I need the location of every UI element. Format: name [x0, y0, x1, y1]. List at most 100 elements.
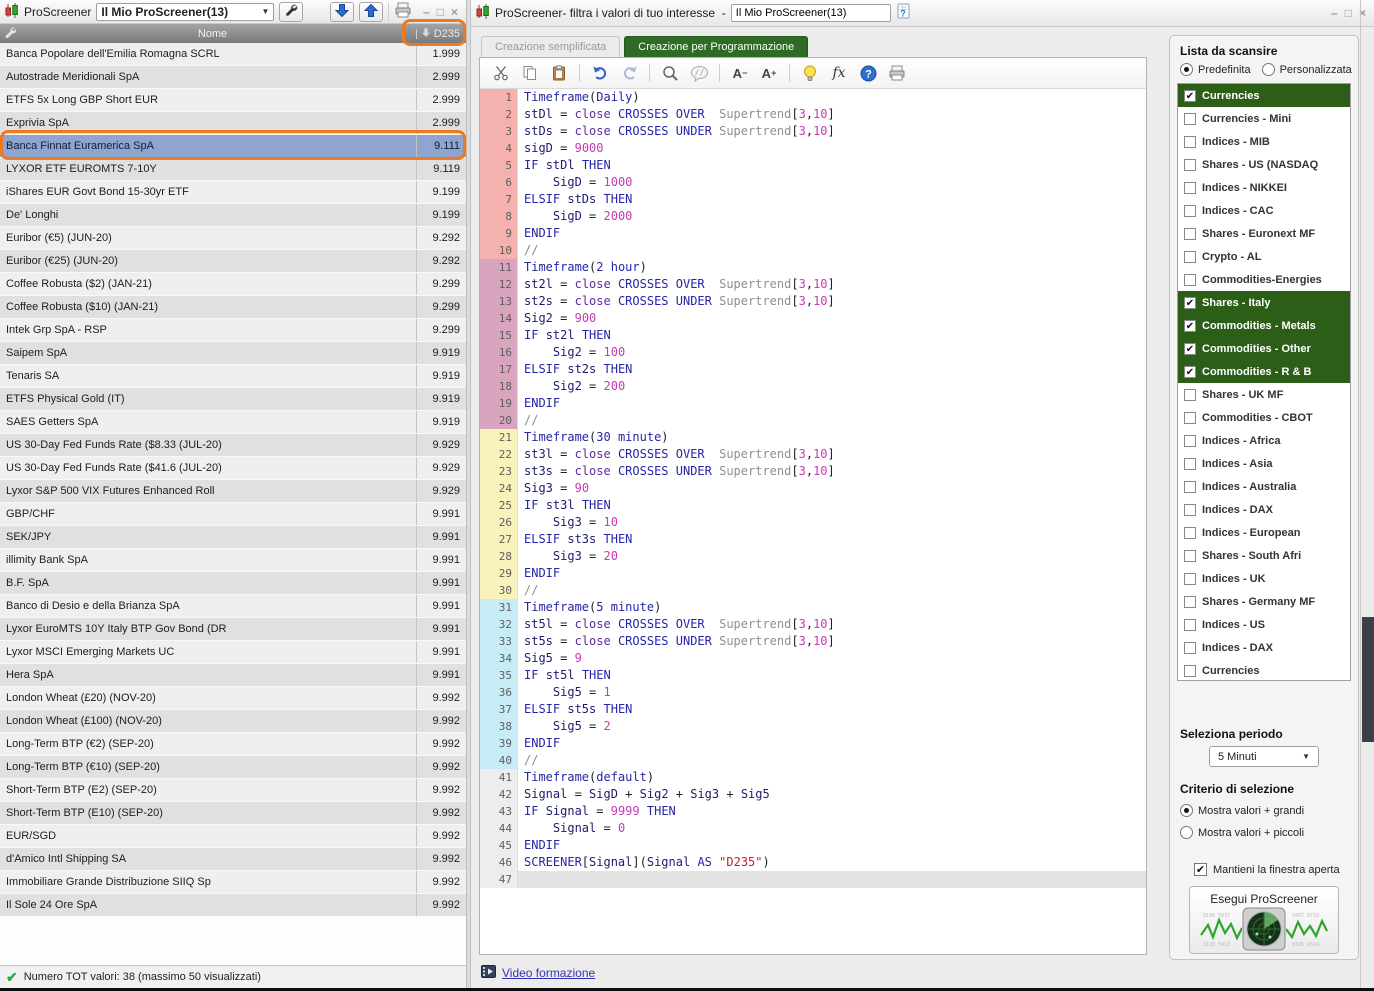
table-row[interactable]: illimity Bank SpA 9.991 — [0, 549, 466, 572]
table-row[interactable]: ETFS Physical Gold (IT) 9.919 — [0, 388, 466, 411]
checkbox-icon[interactable] — [1184, 618, 1196, 631]
code-line[interactable]: 41 Timeframe(default) — [480, 769, 1146, 786]
cut-icon[interactable] — [492, 64, 510, 82]
tab-creazione-semplificata[interactable]: Creazione semplificata — [481, 36, 621, 57]
font-decrease-icon[interactable]: A − — [732, 65, 748, 81]
table-row[interactable]: Banca Finnat Euramerica SpA 9.111 — [0, 135, 466, 158]
table-row[interactable]: Lyxor MSCI Emerging Markets UC 9.991 — [0, 641, 466, 664]
table-row[interactable]: GBP/CHF 9.991 — [0, 503, 466, 526]
market-list-item[interactable]: Indices - CAC — [1178, 199, 1350, 222]
checkbox-icon[interactable] — [1184, 457, 1196, 470]
radio-personalizzata[interactable]: Personalizzata — [1261, 63, 1352, 76]
search-icon[interactable] — [661, 64, 679, 82]
table-row[interactable]: Immobiliare Grande Distribuzione SIIQ Sp… — [0, 871, 466, 894]
comment-icon[interactable]: // — [690, 64, 708, 82]
code-line[interactable]: 7 ELSIF stDs THEN — [480, 191, 1146, 208]
table-row[interactable]: London Wheat (£20) (NOV-20) 9.992 — [0, 687, 466, 710]
table-row[interactable]: US 30-Day Fed Funds Rate ($41.6 (JUL-20)… — [0, 457, 466, 480]
radio-valori-grandi[interactable]: Mostra valori + grandi — [1180, 804, 1358, 817]
hint-lightbulb-icon[interactable] — [801, 64, 819, 82]
move-up-button[interactable] — [359, 1, 384, 22]
redo-icon[interactable] — [620, 64, 638, 82]
keep-window-open[interactable]: Mantieni la finestra aperta — [1194, 863, 1358, 876]
table-row[interactable]: EUR/SGD 9.992 — [0, 825, 466, 848]
code-line[interactable]: 47 — [480, 871, 1146, 888]
table-row[interactable]: Banca Popolare dell'Emilia Romagna SCRL 1… — [0, 43, 466, 66]
code-line[interactable]: 34 Sig5 = 9 — [480, 650, 1146, 667]
code-line[interactable]: 38 Sig5 = 2 — [480, 718, 1146, 735]
checkbox-icon[interactable] — [1184, 158, 1196, 171]
market-list-item[interactable]: Commodities-Energies — [1178, 268, 1350, 291]
table-row[interactable]: LYXOR ETF EUROMTS 7-10Y 9.119 — [0, 158, 466, 181]
checkbox-icon[interactable] — [1184, 549, 1196, 562]
print-icon[interactable] — [888, 64, 906, 82]
table-row[interactable]: London Wheat (£100) (NOV-20) 9.992 — [0, 710, 466, 733]
code-line[interactable]: 24 Sig3 = 90 — [480, 480, 1146, 497]
market-list-item[interactable]: Currencies — [1178, 84, 1350, 107]
checkbox-icon[interactable] — [1184, 181, 1196, 194]
period-select[interactable]: 5 Minuti ▼ — [1209, 746, 1319, 767]
code-line[interactable]: 10 // — [480, 242, 1146, 259]
code-line[interactable]: 14 Sig2 = 900 — [480, 310, 1146, 327]
column-header-d235[interactable]: D235 — [408, 26, 466, 41]
table-row[interactable]: d'Amico Intl Shipping SA 9.992 — [0, 848, 466, 871]
checkbox-icon[interactable] — [1184, 480, 1196, 493]
table-row[interactable]: Tenaris SA 9.919 — [0, 365, 466, 388]
undo-icon[interactable] — [591, 64, 609, 82]
checkbox-icon[interactable] — [1184, 503, 1196, 516]
code-line[interactable]: 31 Timeframe(5 minute) — [480, 599, 1146, 616]
market-list-item[interactable]: Commodities - Other — [1178, 337, 1350, 360]
checkbox-icon[interactable] — [1184, 526, 1196, 539]
radio-predefinita[interactable]: Predefinita — [1180, 63, 1251, 76]
code-line[interactable]: 20 // — [480, 412, 1146, 429]
table-row[interactable]: Long-Term BTP (€10) (SEP-20) 9.992 — [0, 756, 466, 779]
code-line[interactable]: 5 IF stDl THEN — [480, 157, 1146, 174]
code-line[interactable]: 30 // — [480, 582, 1146, 599]
code-line[interactable]: 27 ELSIF st3s THEN — [480, 531, 1146, 548]
table-row[interactable]: B.F. SpA 9.991 — [0, 572, 466, 595]
market-list-item[interactable]: Indices - DAX — [1178, 498, 1350, 521]
code-line[interactable]: 23 st3s = close CROSSES UNDER Supertrend[… — [480, 463, 1146, 480]
checkbox-icon[interactable] — [1184, 572, 1196, 585]
market-list-item[interactable]: Indices - DAX — [1178, 636, 1350, 659]
market-list-item[interactable]: Commodities - CBOT — [1178, 406, 1350, 429]
market-list-item[interactable]: Indices - Asia — [1178, 452, 1350, 475]
checkbox-icon[interactable] — [1184, 434, 1196, 447]
checkbox-icon[interactable] — [1184, 204, 1196, 217]
code-line[interactable]: 21 Timeframe(30 minute) — [480, 429, 1146, 446]
print-icon[interactable] — [394, 2, 412, 21]
column-header-nome[interactable]: Nome — [197, 27, 228, 40]
table-row[interactable]: Banco di Desio e della Brianza SpA 9.991 — [0, 595, 466, 618]
table-row[interactable]: Long-Term BTP (€2) (SEP-20) 9.992 — [0, 733, 466, 756]
checkbox-icon[interactable] — [1184, 365, 1196, 378]
market-list-item[interactable]: Indices - US — [1178, 613, 1350, 636]
market-list-item[interactable]: Shares - UK MF — [1178, 383, 1350, 406]
paste-icon[interactable] — [550, 64, 568, 82]
market-list-item[interactable]: Commodities - Metals — [1178, 314, 1350, 337]
code-line[interactable]: 40 // — [480, 752, 1146, 769]
table-row[interactable]: Short-Term BTP (E10) (SEP-20) 9.992 — [0, 802, 466, 825]
market-list-item[interactable]: Indices - Australia — [1178, 475, 1350, 498]
checkbox-icon[interactable] — [1184, 595, 1196, 608]
code-line[interactable]: 18 Sig2 = 200 — [480, 378, 1146, 395]
checkbox-icon[interactable] — [1184, 135, 1196, 148]
code-line[interactable]: 9 ENDIF — [480, 225, 1146, 242]
code-line[interactable]: 43 IF Signal = 9999 THEN — [480, 803, 1146, 820]
checkbox-icon[interactable] — [1184, 112, 1196, 125]
table-row[interactable]: Short-Term BTP (E2) (SEP-20) 9.992 — [0, 779, 466, 802]
video-formazione-link[interactable]: Video formazione — [502, 966, 596, 980]
code-line[interactable]: 33 st5s = close CROSSES UNDER Supertrend[… — [480, 633, 1146, 650]
code-line[interactable]: 17 ELSIF st2s THEN — [480, 361, 1146, 378]
checkbox-icon[interactable] — [1184, 388, 1196, 401]
table-row[interactable]: Hera SpA 9.991 — [0, 664, 466, 687]
code-line[interactable]: 39 ENDIF — [480, 735, 1146, 752]
code-line[interactable]: 13 st2s = close CROSSES UNDER Supertrend[… — [480, 293, 1146, 310]
market-list-item[interactable]: Indices - MIB — [1178, 130, 1350, 153]
checkbox-icon[interactable] — [1184, 664, 1196, 677]
code-line[interactable]: 44 Signal = 0 — [480, 820, 1146, 837]
code-line[interactable]: 37 ELSIF st5s THEN — [480, 701, 1146, 718]
table-row[interactable]: Euribor (€5) (JUN-20) 9.292 — [0, 227, 466, 250]
code-line[interactable]: 16 Sig2 = 100 — [480, 344, 1146, 361]
copy-icon[interactable] — [521, 64, 539, 82]
market-list-item[interactable]: Indices - UK — [1178, 567, 1350, 590]
